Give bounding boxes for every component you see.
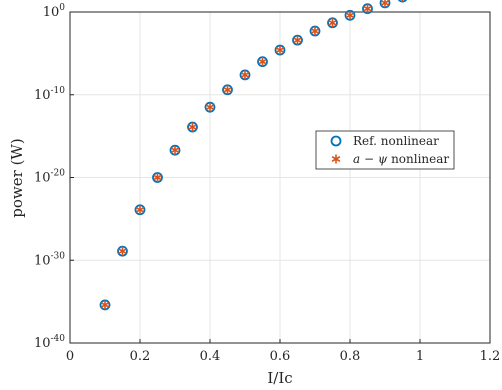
x-axis: 0 0.2 0.4 0.6 0.8 1 1.2	[66, 339, 500, 364]
y-tick-label: 100	[43, 3, 66, 20]
legend: Ref. nonlinear a − ψ nonlinear	[315, 130, 455, 170]
y-tick-label: 10-40	[34, 334, 65, 351]
a-psi-nonlinear-point	[240, 70, 250, 80]
a-psi-nonlinear-point	[170, 145, 180, 155]
a-psi-nonlinear-point	[310, 26, 320, 36]
a-psi-nonlinear-point	[258, 57, 267, 67]
legend-label-apsi: a − ψ nonlinear	[353, 152, 449, 166]
y-tick-label: 10-30	[34, 251, 65, 268]
a-psi-nonlinear-point	[153, 173, 162, 182]
a-psi-nonlinear-point	[188, 122, 197, 132]
data-points	[99, 0, 408, 311]
x-tick-label: 0.2	[130, 349, 151, 364]
a-psi-nonlinear-point	[205, 102, 215, 112]
legend-marker-asterisk	[331, 154, 341, 164]
legend-marker-circle	[330, 135, 342, 147]
y-axis-label: power (W)	[8, 138, 26, 217]
asterisk-icon	[331, 154, 341, 164]
x-tick-label: 0.6	[270, 349, 291, 364]
a-psi-nonlinear-point	[223, 85, 232, 95]
x-tick-label: 0.8	[340, 349, 361, 364]
a-psi-nonlinear-point	[345, 10, 355, 20]
legend-label-ref: Ref. nonlinear	[353, 134, 439, 148]
y-tick-label: 10-20	[34, 169, 65, 186]
a-psi-nonlinear-point	[135, 205, 145, 215]
a-psi-nonlinear-point	[100, 300, 110, 310]
x-axis-label: I/Ic	[267, 369, 292, 387]
a-psi-nonlinear-point	[398, 0, 407, 2]
a-psi-nonlinear-point	[380, 0, 390, 8]
a-psi-nonlinear-point	[363, 4, 372, 14]
x-tick-label: 1.2	[480, 349, 501, 364]
a-psi-nonlinear-point	[275, 45, 285, 55]
grid-lines	[70, 12, 490, 343]
y-axis: 10-40 10-30 10-20 10-10 100	[34, 3, 74, 351]
a-psi-nonlinear-point	[118, 246, 127, 256]
x-tick-label: 0.4	[200, 349, 221, 364]
a-psi-nonlinear-point	[328, 18, 337, 28]
a-psi-nonlinear-point	[293, 35, 302, 45]
y-tick-label: 10-10	[34, 86, 65, 103]
x-tick-label: 0	[66, 349, 74, 364]
x-tick-label: 1	[416, 349, 424, 364]
